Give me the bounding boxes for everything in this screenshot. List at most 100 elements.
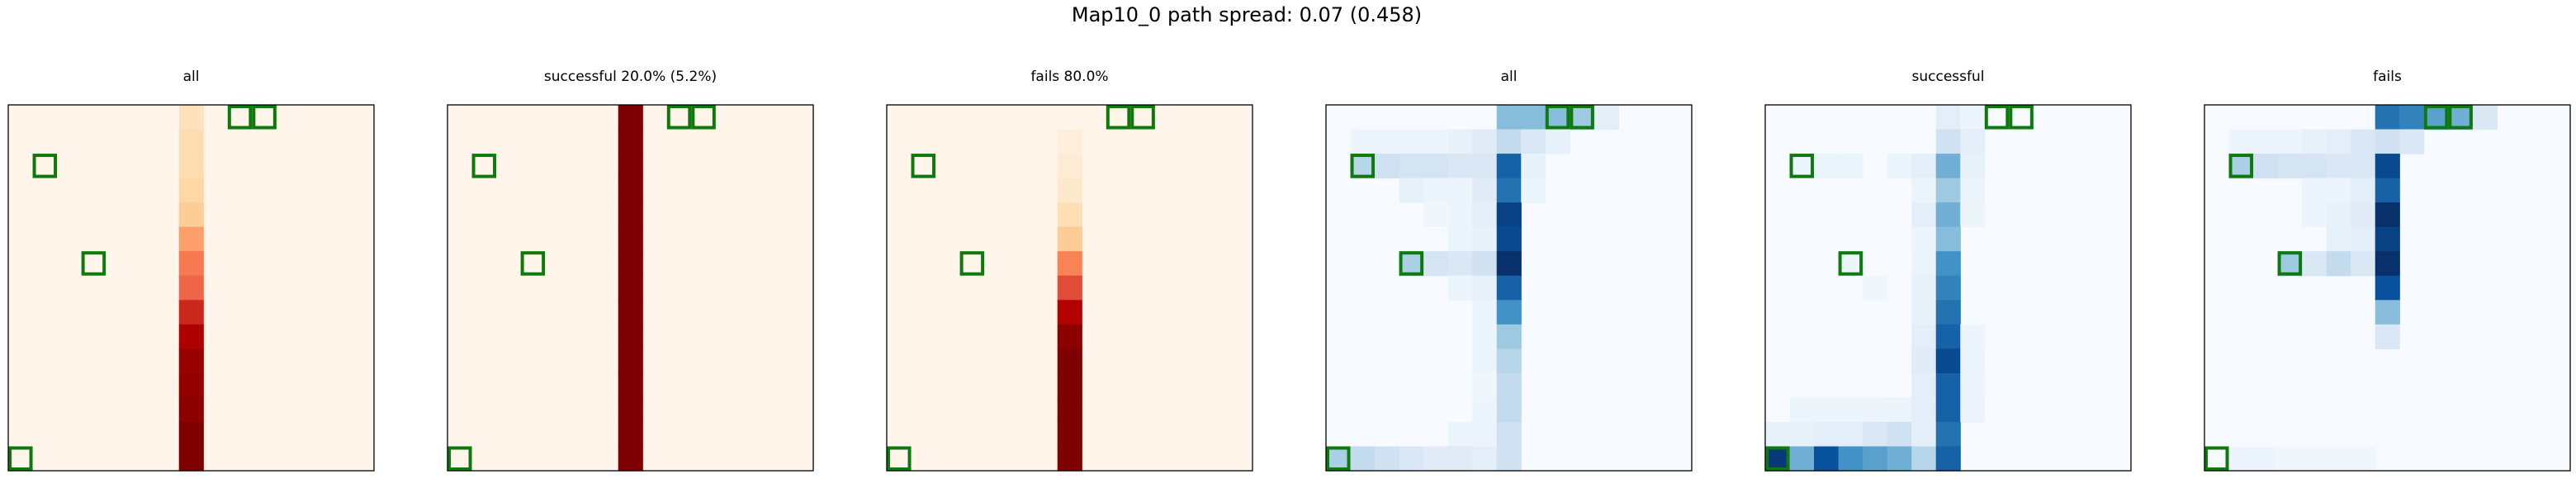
heatmap-cell [1496,397,1522,423]
heatmap-cell [1350,154,1376,179]
waypoint-marker [1106,105,1131,130]
heatmap-cell [2326,446,2351,472]
heatmap-cell [1863,397,1888,423]
waypoint-marker [32,154,58,178]
heatmap-cell [2326,251,2351,277]
heatmap-cell [1447,129,1473,154]
heatmap-cell [2351,178,2376,203]
heatmap-cell [1472,300,1498,325]
heatmap-cell [1863,421,1888,448]
heatmap-cell [1911,372,1937,398]
heatmap-cell [1472,202,1498,228]
heatmap-cell [1326,446,1352,472]
heatmap-cell [1911,251,1937,277]
heatmap-cell [1423,178,1449,203]
heatmap-cell [1838,446,1863,472]
waypoint-marker [1326,446,1351,471]
heatmap-cell [1472,129,1498,154]
heatmap-cell [1911,178,1937,203]
heatmap-cell [1496,349,1522,374]
waypoint-marker [2228,154,2254,178]
heatmap-cell [1447,226,1473,252]
heatmap-cell [2326,129,2351,154]
heatmap-cell [2228,446,2254,472]
heatmap-cell [1472,421,1498,448]
heatmap-cell [1423,251,1449,277]
heatmap-cell [2253,446,2279,472]
heatmap-cell [1935,300,1961,325]
heatmap-cell [1911,226,1937,252]
heatmap-cell [1960,202,1986,228]
heatmap-cell [2277,251,2303,277]
heatmap-cell [1496,421,1522,448]
panel-title: successful [1912,69,1985,85]
heatmap-cell [1765,446,1791,472]
heatmap-cell [2277,154,2303,179]
heatmap-cell [1375,154,1400,179]
heatmap-cell [1423,446,1449,472]
heatmap-cell [2351,226,2376,252]
waypoint-marker [691,105,716,130]
heatmap-cell [2375,129,2400,154]
heatmap-cell [2375,300,2400,325]
heatmap-cell [2277,129,2303,154]
heatmap-cell [1887,154,1912,179]
heatmap-cell [1057,251,1082,277]
heatmap-cell [1911,324,1937,349]
heatmap-cell [178,324,204,349]
heatmap-cell [1935,324,1961,349]
heatmap-cell [1350,446,1376,472]
heatmap-cell [1814,397,1840,423]
heatmap-cell [178,349,204,374]
waypoint-marker [471,154,497,178]
heatmap-cell [1057,202,1082,228]
waypoint-marker [1570,105,1594,130]
waypoint-marker [1399,251,1424,276]
heatmap-cell [1935,251,1961,277]
heatmap-cell [1472,178,1498,203]
heatmap-cell [1496,275,1522,301]
heatmap-cell [1496,226,1522,252]
heatmap-cell [2472,105,2498,130]
axes-frame [7,104,375,472]
heatmap-cell [1545,129,1570,154]
heatmap-cell [1375,129,1400,154]
waypoint-marker [1984,105,2010,130]
heatmap-cell [2302,178,2327,203]
heatmap-cell [1423,129,1449,154]
heatmap-cell [1057,275,1082,301]
waypoint-marker [1789,154,1815,178]
heatmap-cell [1447,275,1473,301]
heatmap-cell [1057,129,1082,154]
heatmap-cell [1887,397,1912,423]
heatmap-cell [1935,226,1961,252]
heatmap-cell [1814,154,1840,179]
heatmap-cell [178,226,204,252]
heatmap-cell [1057,154,1082,179]
waypoint-marker [2204,446,2229,471]
heatmap-cell [1838,397,1863,423]
heatmap-cell [2326,154,2351,179]
heatmap-cell [1521,154,1546,179]
heatmap-cell [1423,154,1449,179]
axes-frame [1764,104,2132,472]
heatmap-cell [1789,397,1815,423]
heatmap-cell [1838,421,1863,448]
heatmap-cell [1057,372,1082,398]
panel-title: all [1501,69,1518,85]
heatmap-cell [1057,349,1082,374]
heatmap-cell [618,421,643,448]
heatmap-cell [618,300,643,325]
heatmap-cell [2399,105,2425,130]
heatmap-cell [2326,202,2351,228]
heatmap-cell [178,129,204,154]
heatmap-cell [1960,324,1986,349]
waypoint-marker [2277,251,2303,276]
heatmap-cell [2375,178,2400,203]
heatmap-cell [1399,178,1424,203]
heatmap-cell [1935,349,1961,374]
heatmap-cell [1838,251,1863,277]
heatmap-cell [1057,226,1082,252]
axes-frame [2204,104,2571,472]
heatmap-cell [2448,105,2474,130]
